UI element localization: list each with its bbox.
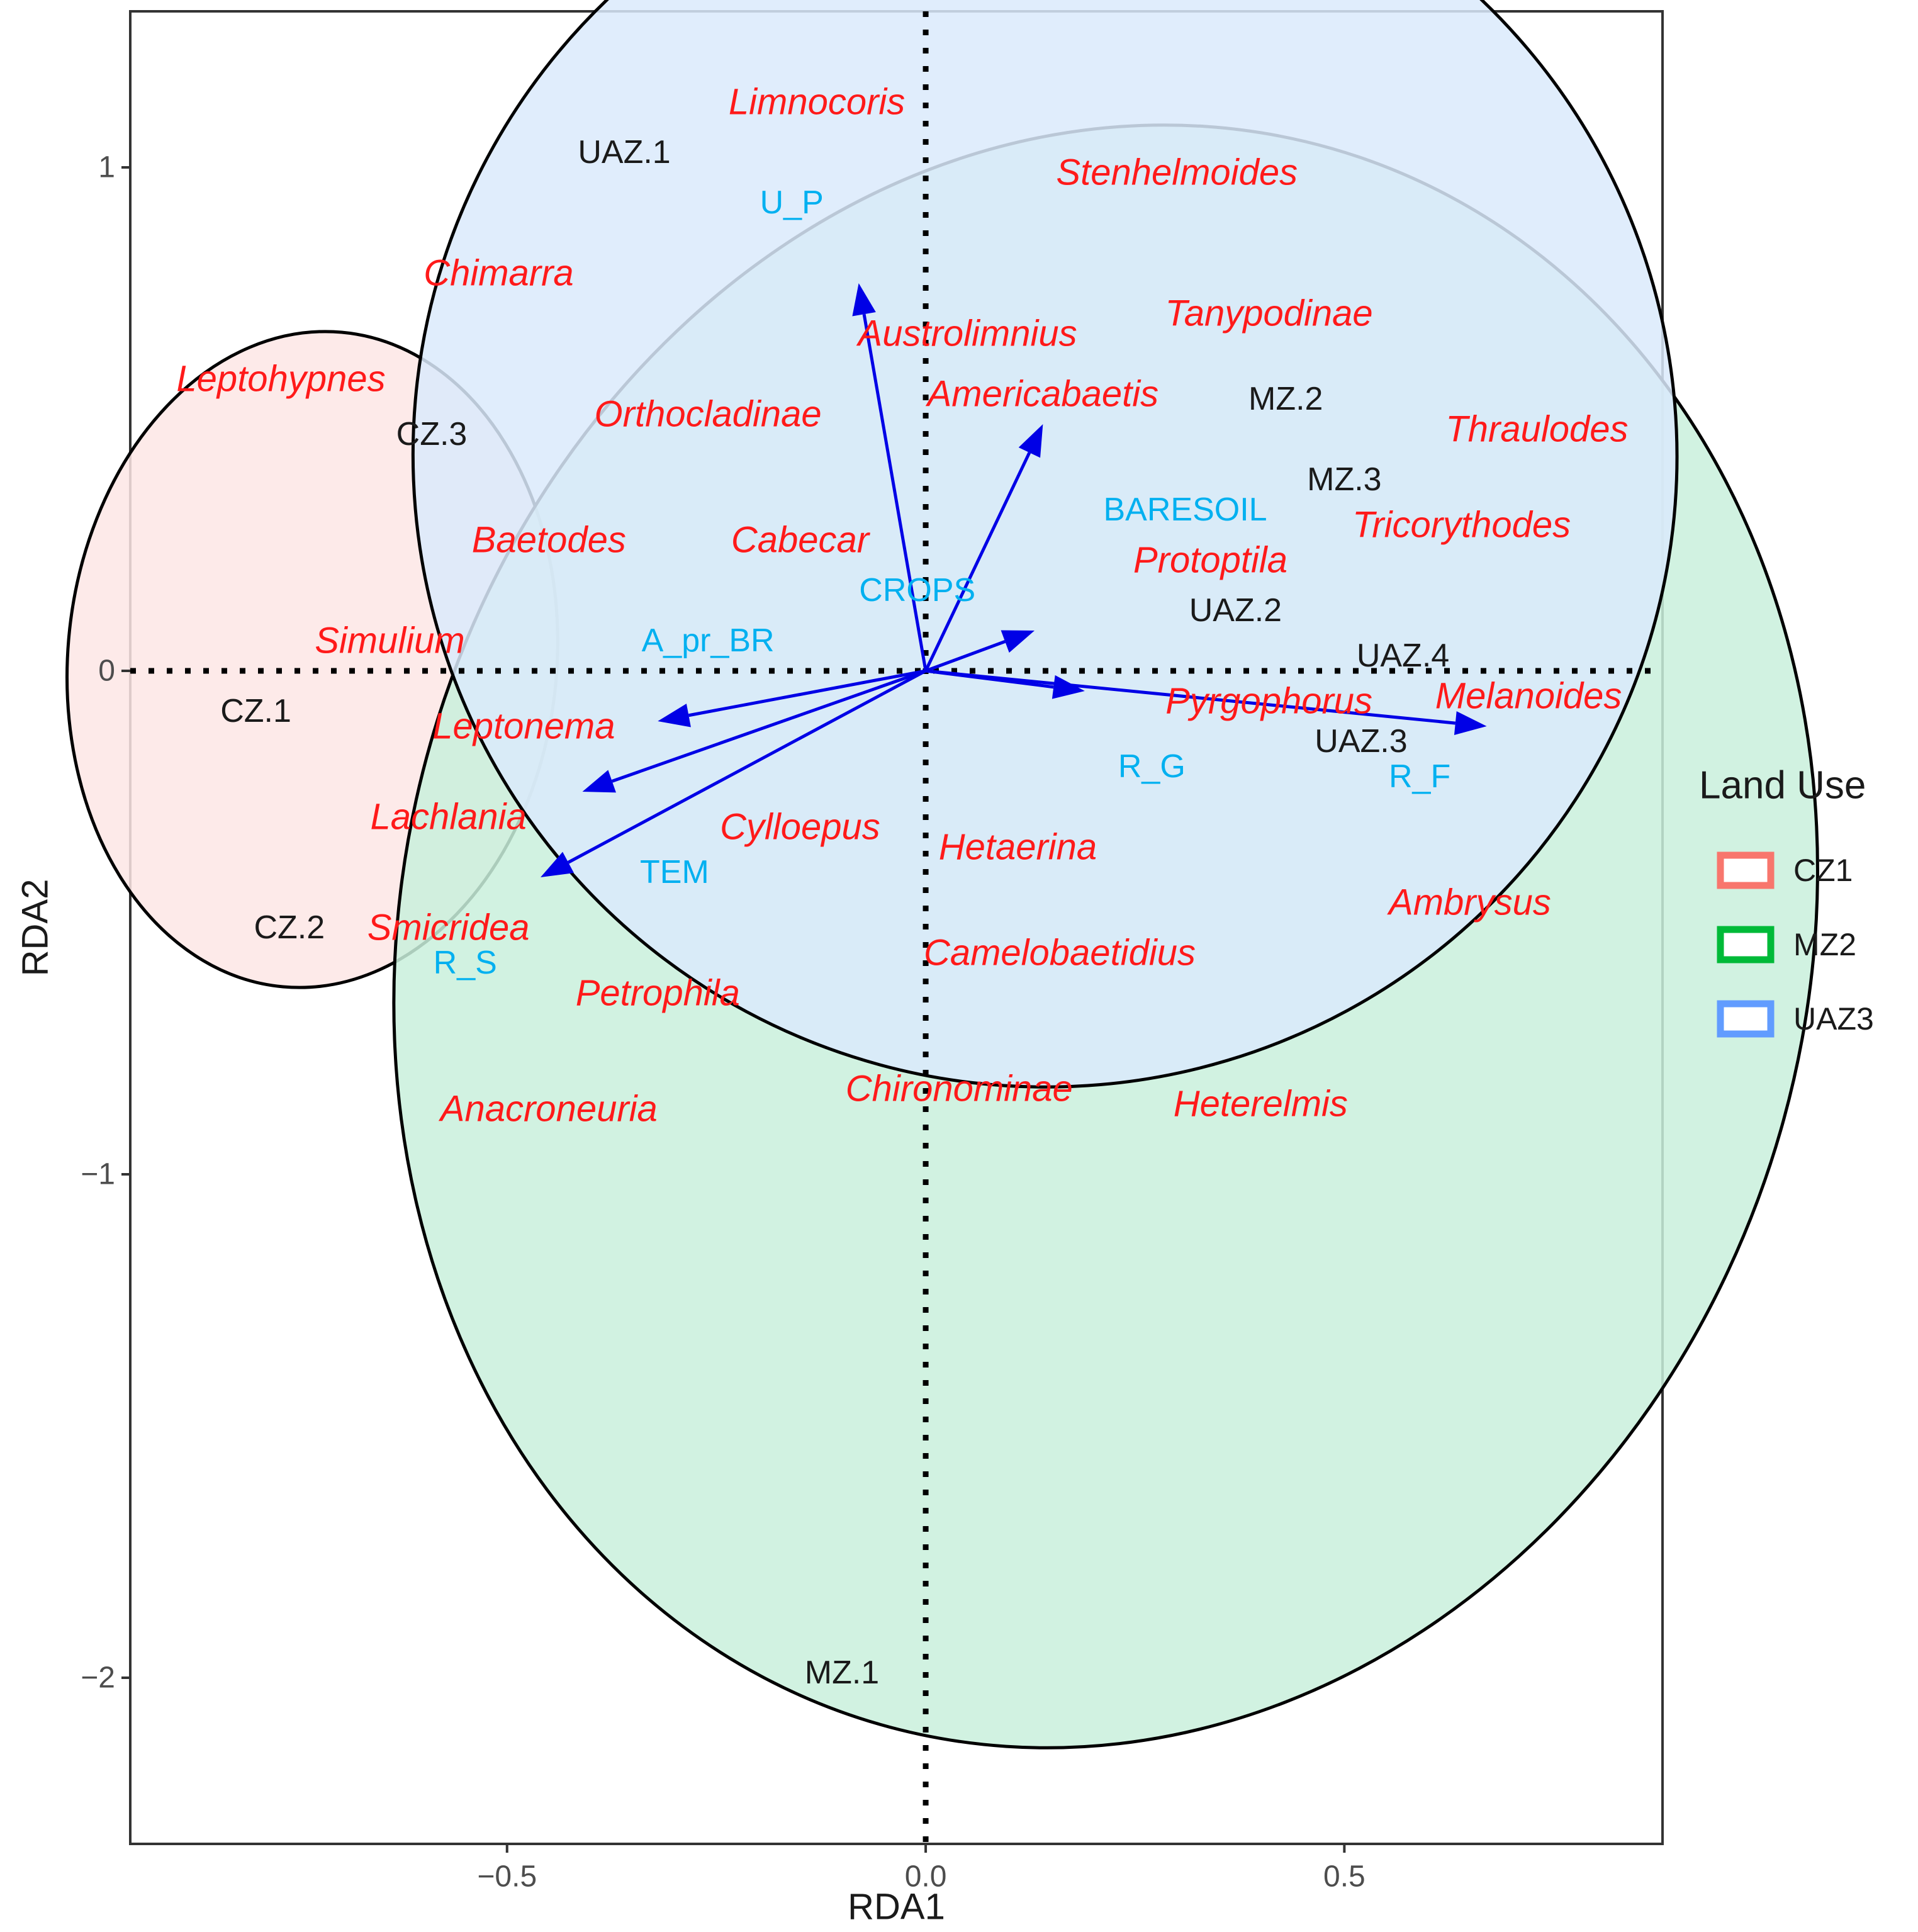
species-label-heterelmis: Heterelmis [1174,1084,1348,1125]
species-label-americabaetis: Americabaetis [926,374,1158,415]
env-label-tem: TEM [640,854,709,890]
y-axis-title: RDA2 [15,879,56,977]
y-tick-label-0: −2 [81,1661,115,1695]
arrow-head-2 [1001,630,1035,653]
species-label-chimarra: Chimarra [423,253,574,294]
env-label-baresoil: BARESOIL [1104,491,1267,528]
site-label-mz-3: MZ.3 [1307,461,1381,498]
axis-layer: −0.5 0.0 0.5 −2 −1 0 1 RDA1 RDA2 [15,151,1366,1928]
env-label-r-f: R_F [1389,758,1450,795]
site-label-uaz-4: UAZ.4 [1357,637,1449,674]
species-label-stenhelmoides: Stenhelmoides [1056,152,1298,193]
arrow-head-6 [582,770,616,793]
arrow-head-1 [1018,424,1043,458]
arrow-head-7 [540,851,575,877]
site-label-uaz-2: UAZ.2 [1189,592,1282,629]
species-label-ambrysus: Ambrysus [1387,882,1551,923]
species-label-melanoides: Melanoides [1435,676,1622,717]
x-axis-title: RDA1 [848,1887,945,1928]
species-label-smicridea: Smicridea [367,907,530,948]
env-label-r-g: R_G [1118,748,1186,785]
reference-lines [130,11,1663,1844]
species-label-hetaerina: Hetaerina [939,827,1097,868]
site-label-uaz-1: UAZ.1 [578,134,670,171]
label-layer: Limnocoris Stenhelmoides Chimarra Tanypodin… [176,82,1628,1692]
arrow-layer [540,283,1487,877]
species-label-pyrgophorus: Pyrgophorus [1165,681,1372,722]
legend-key-cz1 [1717,851,1775,889]
arrow-line-7 [567,669,927,864]
arrow-head-0 [852,283,876,317]
arrow-head-3 [1052,675,1085,699]
x-tick-label-1: 0.0 [905,1860,947,1894]
species-label-leptohypnes: Leptohypnes [176,359,385,400]
legend-label-uaz3: UAZ3 [1793,1001,1874,1036]
legend-key-uaz3 [1717,1000,1775,1038]
species-label-chironominae: Chironominae [846,1069,1073,1109]
species-label-austrolimnius: Austrolimnius [856,313,1077,354]
site-label-mz-2: MZ.2 [1248,381,1323,417]
x-tick-label-2: 0.5 [1323,1860,1366,1894]
arrow-head-5 [658,704,691,727]
x-tick-label-0: −0.5 [477,1860,537,1894]
species-label-lachlania: Lachlania [370,797,526,838]
species-label-cabecar: Cabecar [731,520,871,561]
species-label-camelobaetidius: Camelobaetidius [924,933,1196,974]
species-label-thraulodes: Thraulodes [1445,409,1628,450]
legend: Land Use CZ1 MZ2 UAZ3 [1699,764,1874,1038]
arrow-line-1 [924,452,1031,672]
species-label-tanypodinae: Tanypodinae [1165,293,1373,334]
legend-title: Land Use [1699,764,1866,807]
ellipse-layer [65,0,1819,1749]
species-label-cylloepus: Cylloepus [720,807,880,848]
y-tick-label-1: −1 [81,1158,115,1191]
species-label-protoptila: Protoptila [1133,540,1287,581]
env-label-crops: CROPS [859,572,975,609]
arrow-line-6 [611,669,926,783]
species-label-baetodes: Baetodes [472,520,626,561]
species-label-leptonema: Leptonema [432,706,615,747]
arrow-line-0 [862,313,928,671]
legend-label-mz2: MZ2 [1793,927,1856,962]
ellipse-uaz3 [411,0,1679,1089]
legend-key-mz2 [1717,926,1775,963]
arrow-line-4 [925,669,1456,725]
arrow-head-4 [1454,711,1487,735]
species-label-petrophila: Petrophila [576,973,740,1014]
y-tick-label-3: 1 [98,151,115,184]
env-label-a-pr-br: A_pr_BR [642,622,775,659]
site-label-mz-1: MZ.1 [805,1654,879,1691]
site-label-uaz-3: UAZ.3 [1315,723,1407,760]
site-label-cz-1: CZ.1 [220,693,291,729]
species-label-orthocladinae: Orthocladinae [595,394,822,435]
species-label-limnocoris: Limnocoris [729,82,905,123]
arrow-line-5 [688,669,926,717]
env-label-u-p: U_P [760,184,824,221]
species-label-tricorythodes: Tricorythodes [1352,505,1571,546]
site-label-cz-2: CZ.2 [254,909,325,946]
env-label-r-s: R_S [434,945,497,981]
arrow-line-2 [925,640,1006,673]
species-label-simulium: Simulium [315,621,465,661]
site-label-cz-3: CZ.3 [396,416,468,452]
species-label-anacroneuria: Anacroneuria [439,1089,658,1130]
y-tick-label-2: 0 [98,654,115,688]
legend-label-cz1: CZ1 [1793,853,1853,888]
